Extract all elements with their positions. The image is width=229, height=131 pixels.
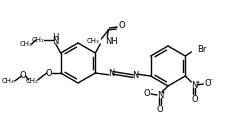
Text: O: O bbox=[156, 105, 163, 113]
Text: O: O bbox=[19, 70, 26, 80]
Text: NH: NH bbox=[105, 37, 117, 45]
Text: CH₂: CH₂ bbox=[31, 37, 44, 43]
Text: N: N bbox=[131, 71, 138, 80]
Text: O: O bbox=[143, 89, 150, 97]
Text: O: O bbox=[190, 94, 197, 103]
Text: Br: Br bbox=[196, 45, 206, 54]
Text: CH₃: CH₃ bbox=[87, 38, 99, 44]
Text: CH₃: CH₃ bbox=[19, 41, 32, 47]
Text: +: + bbox=[160, 89, 165, 94]
Text: -: - bbox=[150, 86, 153, 92]
Text: N: N bbox=[52, 37, 59, 47]
Text: O: O bbox=[45, 69, 52, 78]
Text: O: O bbox=[203, 78, 210, 88]
Text: CH₂: CH₂ bbox=[25, 78, 38, 84]
Text: CH₃: CH₃ bbox=[1, 78, 14, 84]
Text: H: H bbox=[52, 32, 59, 42]
Text: +: + bbox=[194, 80, 199, 84]
Text: -: - bbox=[209, 76, 212, 82]
Text: N: N bbox=[107, 69, 114, 78]
Text: N: N bbox=[156, 91, 163, 100]
Text: N: N bbox=[190, 81, 197, 91]
Text: O: O bbox=[117, 21, 124, 31]
